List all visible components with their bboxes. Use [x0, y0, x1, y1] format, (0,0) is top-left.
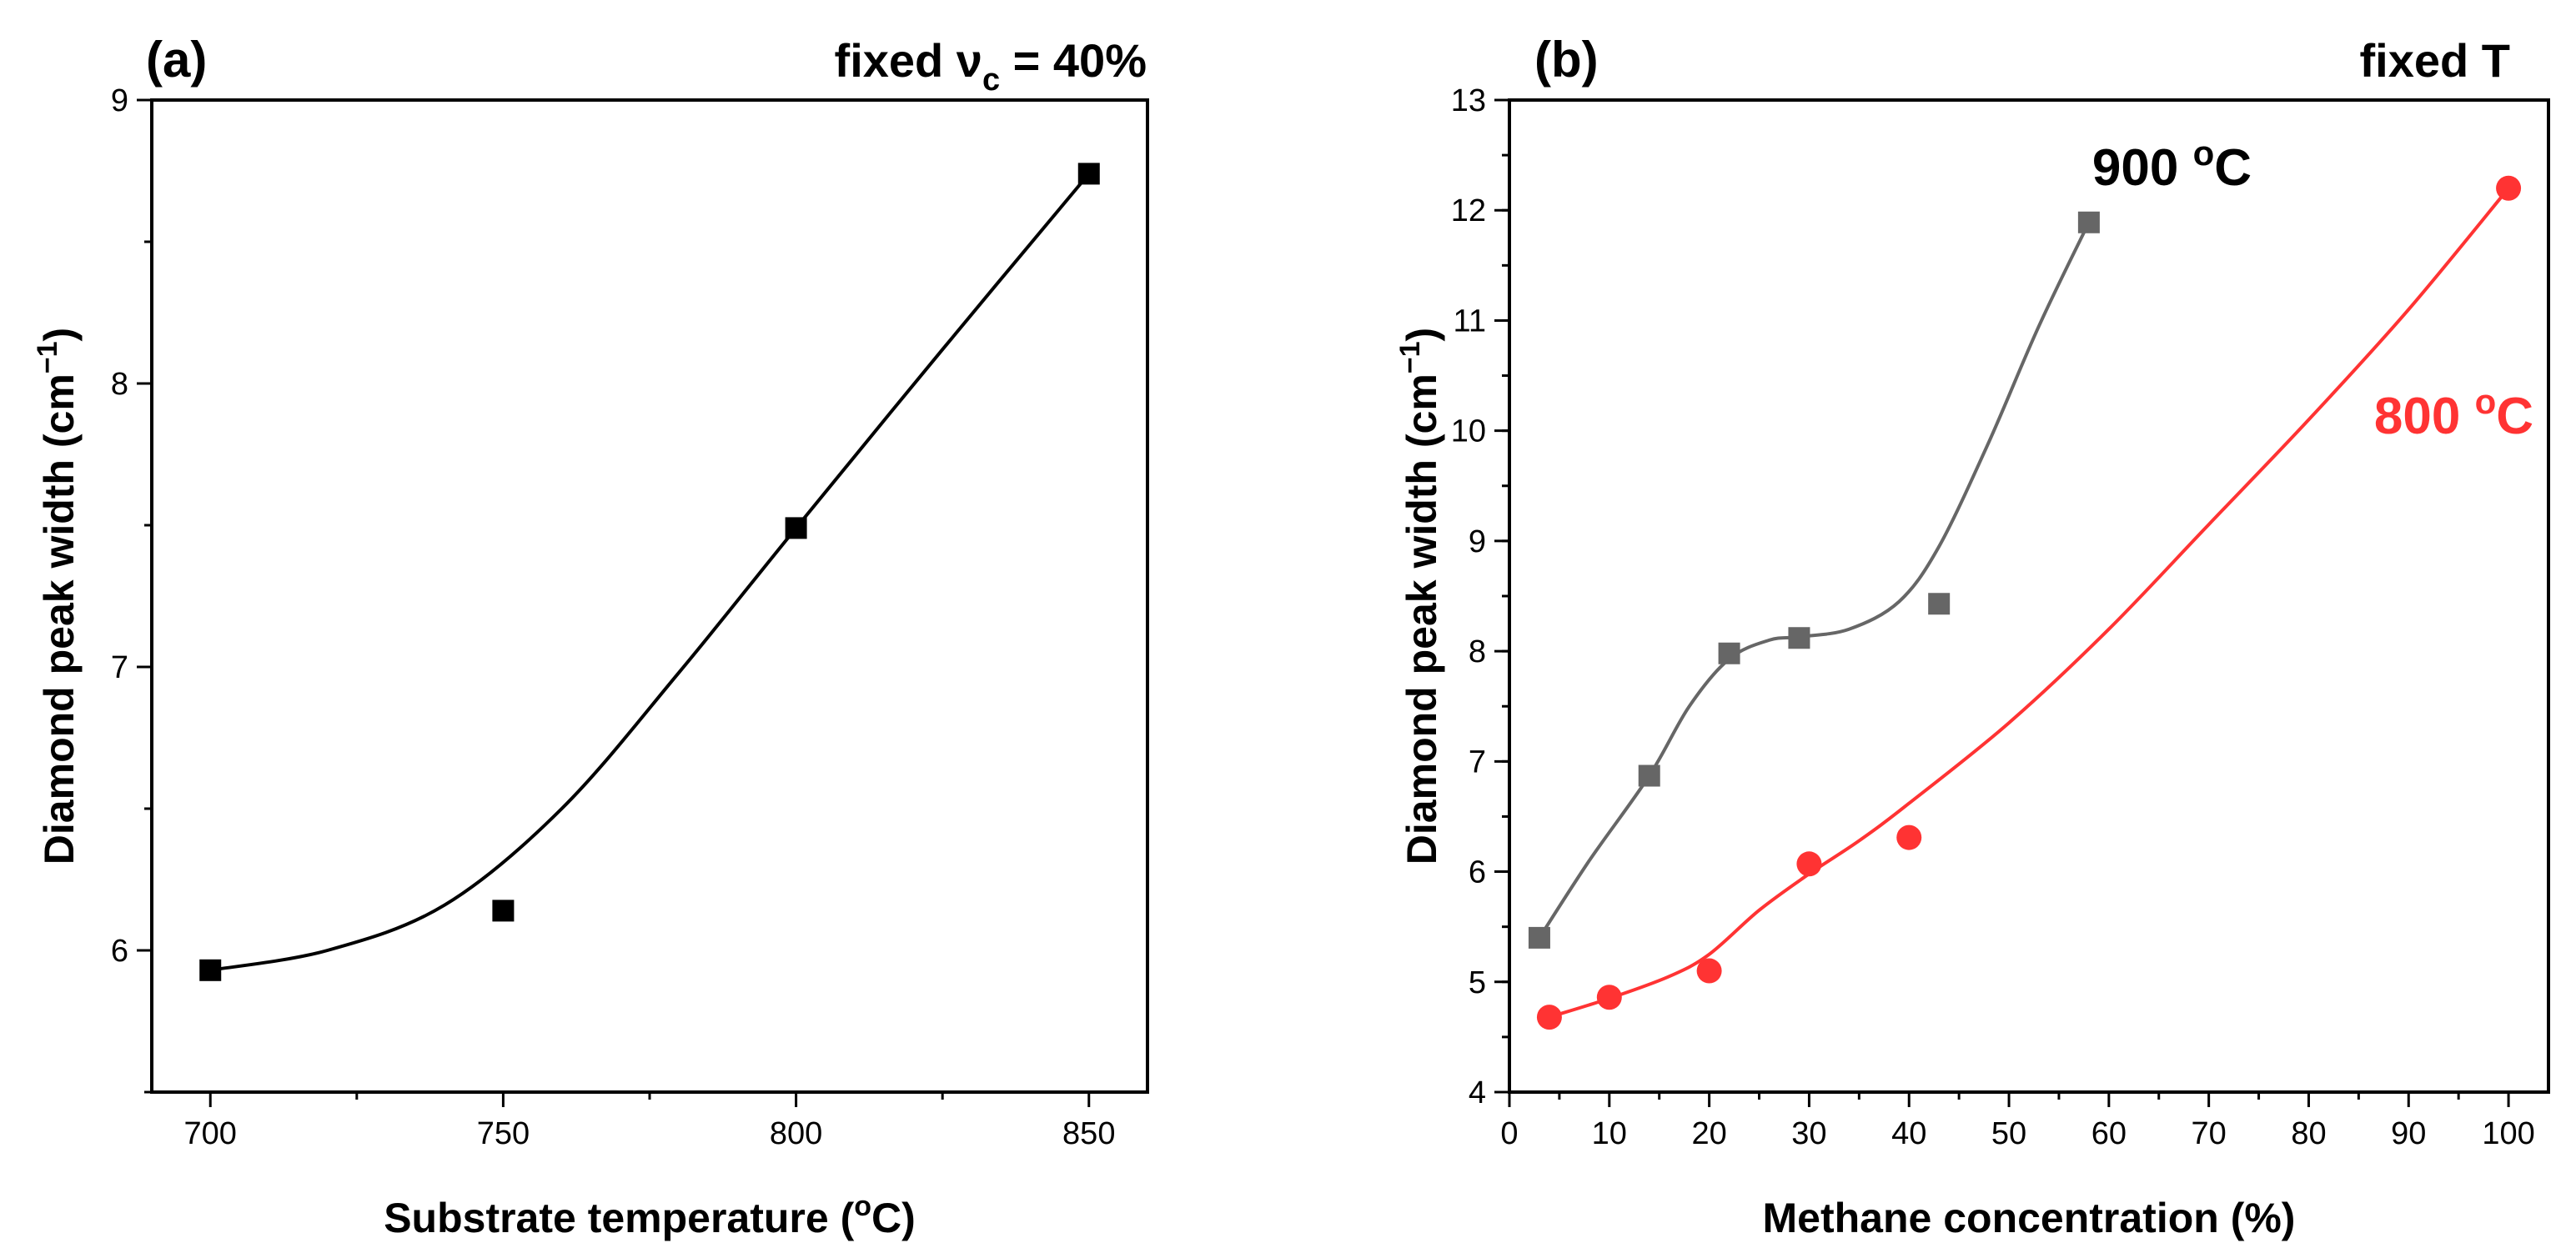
y-tick-label: 7: [111, 650, 128, 685]
data-point: [1796, 851, 1822, 877]
x-tick-label: 20: [1691, 1116, 1726, 1151]
x-axis-a: 700 750 800 850: [184, 1092, 1115, 1151]
data-point: [1528, 926, 1550, 949]
y-tick-label: 11: [1454, 303, 1486, 338]
data-point: [1928, 593, 1951, 615]
plot-frame-b: [1508, 98, 2550, 1094]
x-tick-label: 60: [2091, 1116, 2127, 1151]
fit-curves-a: [209, 173, 1091, 972]
x-tick-label: 70: [2192, 1116, 2227, 1151]
y-axis-b: 4 5 6 7 8 9 10 11 12 13: [1451, 83, 1509, 1110]
y-tick-label: 4: [1469, 1075, 1486, 1110]
y-tick-label: 10: [1451, 414, 1486, 449]
x-tick-label: 0: [1500, 1116, 1518, 1151]
data-point: [492, 900, 515, 922]
y-axis-a: 6 7 8 9: [111, 83, 152, 1094]
panel-label-b: (b): [1534, 32, 1599, 88]
panel-b: (b) fixed T 0 10 20 30 40 50 60 70 80 90 100 4 5 6 7 8…: [1394, 32, 2550, 1241]
y-tick-label: 12: [1451, 193, 1486, 228]
y-tick-label: 7: [1469, 744, 1486, 779]
y-tick-label: 8: [111, 367, 128, 402]
data-point: [1536, 1005, 1562, 1030]
x-tick-label: 80: [2291, 1116, 2326, 1151]
y-tick-label: 8: [1469, 634, 1486, 669]
y-tick-label: 9: [1469, 524, 1486, 559]
y-tick-label: 13: [1451, 83, 1486, 118]
data-point: [1638, 764, 1660, 787]
y-tick-label: 9: [111, 83, 128, 118]
plot-frame-a: [150, 98, 1149, 1094]
data-point: [2496, 175, 2522, 201]
panel-label-a: (a): [146, 32, 207, 88]
fit-curves-b: [1538, 187, 2510, 1020]
data-points-a: [199, 163, 1100, 981]
series-label-800: 800 oC: [2374, 382, 2533, 445]
y-tick-label: 6: [1469, 855, 1486, 890]
x-tick-label: 800: [770, 1116, 822, 1151]
y-tick-label: 6: [111, 934, 128, 969]
x-axis-title-b: Methane concentration (%): [1763, 1195, 2296, 1241]
data-point: [1788, 627, 1810, 649]
x-tick-label: 90: [2391, 1116, 2426, 1151]
y-axis-title-b: Diamond peak width (cm−1): [1394, 328, 1445, 865]
series-label-900: 900 oC: [2092, 133, 2252, 197]
data-point: [785, 517, 807, 539]
x-axis-b: 0 10 20 30 40 50 60 70 80 90 100: [1500, 1092, 2535, 1151]
panel-a: (a) fixed νc = 40% 700 750 800 850 6 7 8 9 Sub…: [32, 32, 1149, 1241]
x-tick-label: 700: [184, 1116, 237, 1151]
data-point: [1596, 985, 1622, 1010]
x-tick-label: 50: [1991, 1116, 2026, 1151]
condition-label-a: fixed νc = 40%: [835, 34, 1147, 98]
data-point: [199, 959, 222, 981]
x-tick-label: 850: [1062, 1116, 1115, 1151]
fit-curve-b-1: [1549, 187, 2510, 1020]
y-axis-title-a: Diamond peak width (cm−1): [32, 328, 83, 865]
x-tick-label: 100: [2482, 1116, 2534, 1151]
x-tick-label: 10: [1592, 1116, 1627, 1151]
fit-curve-b-0: [1538, 221, 2091, 939]
y-tick-label: 5: [1469, 965, 1486, 1000]
x-tick-label: 30: [1791, 1116, 1826, 1151]
condition-label-b: fixed T: [2360, 34, 2510, 87]
data-point: [1696, 958, 1722, 984]
x-tick-label: 40: [1891, 1116, 1926, 1151]
fit-curve-a-0: [209, 173, 1091, 972]
data-point: [1896, 824, 1922, 850]
data-point: [1718, 642, 1740, 664]
data-points-b: [1528, 175, 2522, 1030]
data-point: [1077, 163, 1100, 185]
data-point: [2077, 211, 2100, 233]
x-axis-title-a: Substrate temperature (oC): [384, 1190, 916, 1241]
x-tick-label: 750: [477, 1116, 530, 1151]
